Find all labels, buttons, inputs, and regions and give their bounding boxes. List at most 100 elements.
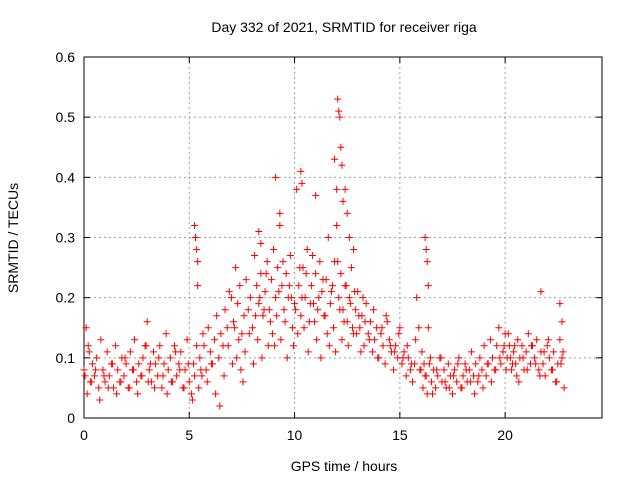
data-point bbox=[315, 294, 323, 302]
data-point bbox=[183, 336, 191, 344]
data-point bbox=[472, 360, 480, 368]
data-point bbox=[171, 342, 179, 350]
data-point bbox=[500, 342, 508, 350]
data-point bbox=[370, 306, 378, 314]
y-tick-label: 0.2 bbox=[56, 290, 76, 306]
data-point bbox=[415, 324, 423, 332]
data-point bbox=[451, 366, 459, 374]
data-point bbox=[297, 167, 305, 175]
data-point bbox=[276, 209, 284, 217]
data-point bbox=[482, 372, 490, 380]
data-point bbox=[351, 288, 359, 296]
data-point bbox=[303, 246, 311, 254]
data-point bbox=[434, 372, 442, 380]
data-point bbox=[338, 336, 346, 344]
data-point bbox=[364, 330, 372, 338]
data-point bbox=[345, 294, 353, 302]
data-point bbox=[502, 366, 510, 374]
data-point bbox=[352, 306, 360, 314]
data-point bbox=[390, 366, 398, 374]
data-point bbox=[330, 324, 338, 332]
data-point bbox=[339, 197, 347, 205]
data-point bbox=[195, 384, 203, 392]
data-point bbox=[497, 360, 505, 368]
data-point bbox=[518, 342, 526, 350]
data-point bbox=[291, 300, 299, 308]
data-point bbox=[193, 246, 201, 254]
data-point bbox=[334, 258, 342, 266]
data-point bbox=[241, 348, 249, 356]
data-point bbox=[536, 372, 544, 380]
data-point bbox=[223, 324, 231, 332]
data-point bbox=[112, 342, 120, 350]
data-point bbox=[418, 348, 426, 356]
data-point bbox=[238, 330, 246, 338]
data-point bbox=[331, 155, 339, 163]
data-point bbox=[211, 336, 219, 344]
data-point bbox=[194, 258, 202, 266]
y-tick-label: 0 bbox=[67, 410, 75, 426]
data-point bbox=[556, 336, 564, 344]
data-point bbox=[476, 354, 484, 362]
data-point bbox=[544, 336, 552, 344]
data-point bbox=[138, 372, 146, 380]
data-point bbox=[266, 318, 274, 326]
data-point bbox=[233, 354, 241, 362]
data-point bbox=[83, 390, 91, 398]
data-point bbox=[336, 306, 344, 314]
data-point bbox=[96, 396, 104, 404]
data-point bbox=[91, 372, 99, 380]
data-point bbox=[499, 348, 507, 356]
data-point bbox=[248, 324, 256, 332]
data-point bbox=[295, 282, 303, 290]
data-point bbox=[340, 318, 348, 326]
data-point bbox=[407, 360, 415, 368]
data-point bbox=[549, 366, 557, 374]
data-point bbox=[278, 282, 286, 290]
data-point bbox=[377, 330, 385, 338]
data-point bbox=[408, 378, 416, 386]
data-point bbox=[348, 324, 356, 332]
data-point bbox=[235, 336, 243, 344]
data-point bbox=[519, 354, 527, 362]
data-point bbox=[126, 348, 134, 356]
data-point bbox=[224, 342, 232, 350]
data-point bbox=[230, 318, 238, 326]
data-point bbox=[537, 288, 545, 296]
data-point bbox=[318, 288, 326, 296]
data-point bbox=[290, 342, 298, 350]
data-point bbox=[133, 378, 141, 386]
data-point bbox=[271, 342, 279, 350]
data-point bbox=[257, 240, 265, 248]
data-point bbox=[99, 366, 107, 374]
data-point bbox=[273, 312, 281, 320]
data-point bbox=[286, 252, 294, 260]
data-point bbox=[272, 294, 280, 302]
data-point bbox=[343, 209, 351, 217]
data-point bbox=[122, 360, 130, 368]
data-point bbox=[365, 336, 373, 344]
data-point bbox=[231, 324, 239, 332]
data-point bbox=[324, 234, 332, 241]
data-point bbox=[192, 234, 200, 241]
data-point bbox=[313, 336, 321, 344]
data-point bbox=[311, 318, 319, 326]
data-point bbox=[252, 312, 260, 320]
data-point bbox=[522, 348, 530, 356]
data-point bbox=[298, 179, 306, 187]
data-point bbox=[510, 348, 518, 356]
data-point bbox=[82, 324, 90, 332]
data-point bbox=[180, 384, 188, 392]
data-point bbox=[403, 342, 411, 350]
data-point bbox=[428, 390, 436, 398]
y-tick-label: 0.1 bbox=[56, 350, 76, 366]
data-point bbox=[225, 288, 233, 296]
y-tick-label: 0.3 bbox=[56, 230, 76, 246]
data-point bbox=[263, 258, 271, 266]
data-point bbox=[200, 342, 208, 350]
data-point bbox=[262, 270, 270, 278]
data-point bbox=[280, 306, 288, 314]
data-point bbox=[173, 372, 181, 380]
data-point bbox=[395, 330, 403, 338]
data-point bbox=[279, 258, 287, 266]
